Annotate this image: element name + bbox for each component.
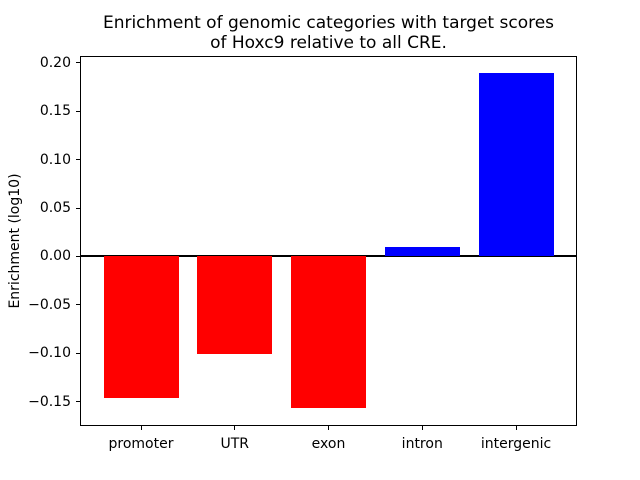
x-tick-label: UTR [220,436,250,452]
bar-exon [291,256,366,408]
y-tick-mark [76,304,80,306]
x-tick-mark [421,426,423,430]
x-tick-mark [515,426,517,430]
y-tick-label: 0.00 [39,248,71,265]
y-tick-label: 0.15 [39,103,71,120]
y-tick-mark [76,401,80,403]
chart-title: Enrichment of genomic categories with ta… [102,13,555,54]
x-tick-mark [234,426,236,430]
x-tick-mark [328,426,329,430]
x-tick-label: intergenic [480,436,552,452]
bar-intergenic [478,73,554,257]
bar-promoter [103,256,179,398]
y-tick-mark [76,352,80,354]
plot-area [80,56,577,426]
y-tick-label: −0.10 [28,345,71,362]
x-tick-label: intron [401,436,443,452]
y-tick-mark [76,110,80,112]
x-tick-label: exon [311,436,346,452]
y-tick-label: 0.20 [39,54,71,71]
y-axis-label: Enrichment (log10) [7,173,23,309]
y-tick-mark [76,207,80,209]
y-tick-mark [76,159,80,161]
bar-UTR [197,256,273,355]
y-tick-mark [76,255,80,257]
y-tick-label: −0.05 [28,296,71,313]
bar-intron [384,246,460,257]
x-tick-label: promoter [108,436,174,452]
y-tick-mark [76,62,80,64]
y-tick-label: 0.05 [39,200,71,217]
y-tick-label: −0.15 [28,393,71,410]
y-tick-label: 0.10 [39,151,71,168]
x-tick-mark [140,426,142,430]
